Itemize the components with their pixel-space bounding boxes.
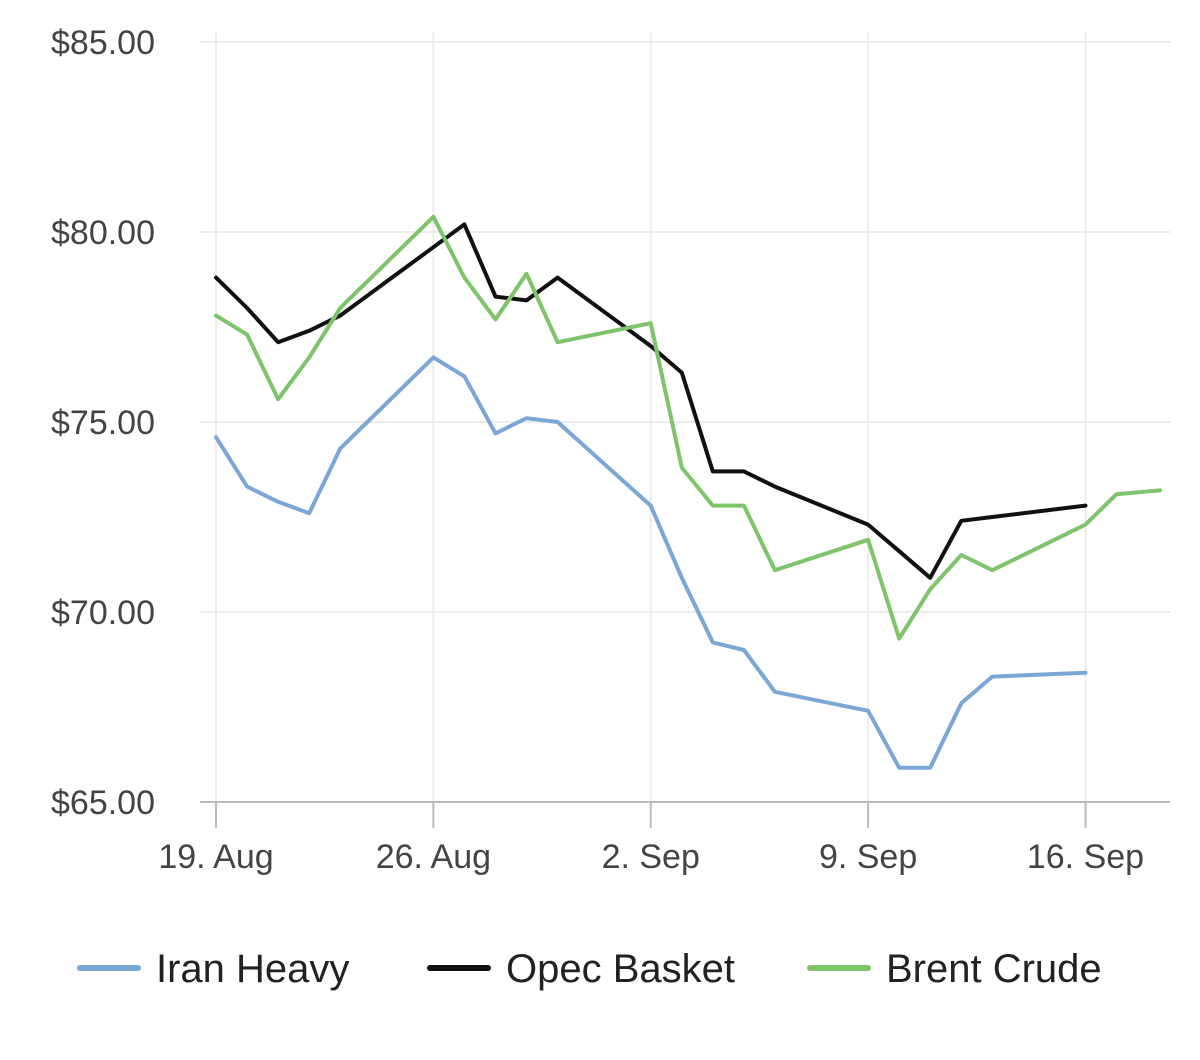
series-lines	[214, 214, 1162, 770]
legend-item-brent-crude[interactable]: Brent Crude	[807, 947, 1102, 991]
grid	[200, 32, 1170, 802]
legend-item-opec-basket[interactable]: Opec Basket	[427, 947, 735, 991]
legend-label: Brent Crude	[886, 947, 1102, 991]
x-tick-label: 26. Aug	[376, 838, 491, 876]
y-tick-label: $65.00	[51, 784, 155, 822]
y-tick-label: $85.00	[51, 24, 155, 62]
series-line-iran-heavy	[214, 355, 1088, 770]
series-line-opec-basket	[214, 222, 1088, 580]
y-tick-label: $75.00	[51, 404, 155, 442]
series-line-brent-crude	[214, 214, 1162, 641]
x-tick-label: 19. Aug	[158, 838, 273, 876]
x-tick-label: 9. Sep	[819, 838, 917, 876]
y-axis-ticks: $85.00 $80.00 $75.00 $70.00 $65.00	[51, 24, 155, 822]
legend-label: Opec Basket	[506, 947, 735, 991]
x-axis-ticks: 19. Aug 26. Aug 2. Sep 9. Sep 16. Sep	[158, 801, 1170, 876]
x-tick-label: 16. Sep	[1027, 838, 1144, 876]
y-tick-label: $80.00	[51, 214, 155, 252]
legend: Iran Heavy Opec Basket Brent Crude	[77, 947, 1102, 991]
y-tick-label: $70.00	[51, 594, 155, 632]
x-tick-label: 2. Sep	[602, 838, 700, 876]
legend-item-iran-heavy[interactable]: Iran Heavy	[77, 947, 349, 991]
legend-label: Iran Heavy	[156, 947, 349, 991]
